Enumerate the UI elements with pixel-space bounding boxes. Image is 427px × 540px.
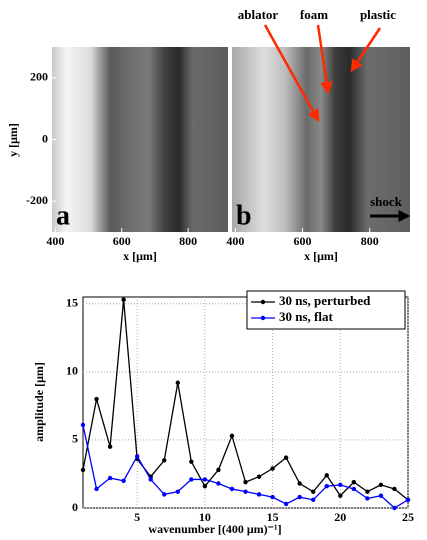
- data-point: [256, 474, 262, 479]
- arrow: [263, 24, 320, 123]
- data-point: [80, 422, 86, 428]
- data-point: [378, 493, 384, 498]
- legend-marker: [260, 315, 266, 321]
- x-tick-label: 10: [199, 510, 211, 524]
- data-point: [202, 477, 208, 482]
- data-point: [270, 494, 275, 500]
- data-point: [121, 478, 126, 483]
- data-point: [297, 481, 302, 486]
- annotation: ablator: [238, 7, 279, 22]
- data-point: [365, 489, 370, 494]
- data-point: [216, 467, 221, 473]
- data-point: [148, 477, 153, 482]
- data-point: [392, 486, 397, 492]
- y-axis-label: y [μm]: [6, 123, 20, 157]
- data-point: [297, 494, 302, 500]
- arrow: [316, 24, 333, 95]
- data-point: [256, 492, 262, 497]
- data-point: [351, 486, 357, 492]
- annotation: foam: [300, 7, 328, 22]
- data-point: [162, 492, 167, 497]
- data-point: [405, 497, 411, 503]
- x-tick-label: 5: [134, 510, 140, 524]
- data-point: [378, 482, 384, 488]
- y-tick-label: 200: [30, 70, 48, 84]
- data-point: [229, 486, 235, 492]
- y-axis-label: amplitude [μm]: [32, 362, 46, 442]
- x-tick-label: 20: [334, 510, 346, 524]
- panel-label: a: [56, 200, 70, 231]
- data-point: [121, 297, 126, 302]
- data-point: [311, 497, 316, 503]
- data-point: [229, 433, 235, 439]
- data-point: [351, 479, 357, 485]
- y-tick-label: -200: [26, 193, 48, 207]
- annotation: shock: [370, 194, 403, 209]
- data-point: [365, 496, 370, 501]
- data-point: [175, 489, 180, 494]
- data-point: [338, 493, 343, 498]
- legend-label: 30 ns, perturbed: [279, 293, 371, 308]
- image-b: [232, 47, 410, 232]
- data-point: [162, 458, 167, 463]
- data-point: [94, 396, 99, 402]
- y-tick-label: 15: [66, 296, 78, 310]
- data-point: [338, 482, 343, 488]
- data-point: [216, 481, 221, 486]
- panel-label: b: [236, 200, 252, 231]
- x-tick-label: 800: [361, 234, 379, 248]
- data-point: [134, 454, 140, 459]
- x-tick-label: 600: [294, 234, 312, 248]
- y-tick-label: 0: [42, 131, 48, 145]
- x-axis-label: x [μm]: [123, 249, 157, 263]
- data-point: [80, 467, 86, 473]
- y-tick-label: 5: [72, 432, 78, 446]
- data-point: [107, 475, 113, 481]
- data-point: [324, 473, 329, 478]
- data-point: [189, 459, 194, 464]
- data-point: [107, 444, 113, 449]
- data-point: [283, 455, 289, 460]
- data-point: [283, 501, 289, 507]
- data-point: [243, 479, 248, 485]
- x-axis-label: x [μm]: [304, 249, 338, 263]
- x-tick-label: 400: [46, 234, 64, 248]
- x-tick-label: 400: [226, 234, 244, 248]
- arrow: [350, 27, 382, 73]
- data-point: [311, 489, 316, 494]
- x-tick-label: 15: [267, 510, 279, 524]
- legend-label: 30 ns, flat: [279, 309, 333, 324]
- x-axis-label: wavenumber [(400 μm)⁻¹]: [148, 522, 281, 536]
- data-point: [202, 484, 208, 489]
- data-point: [243, 489, 248, 494]
- annotation: plastic: [360, 7, 396, 22]
- data-point: [189, 477, 194, 482]
- data-point: [175, 380, 180, 385]
- legend-box: [246, 290, 406, 330]
- data-point: [270, 466, 275, 471]
- x-tick-label: 600: [113, 234, 131, 248]
- data-point: [392, 505, 397, 511]
- x-tick-label: 25: [402, 510, 414, 524]
- image-a: [52, 47, 228, 232]
- data-point: [324, 484, 329, 489]
- data-point: [94, 486, 99, 492]
- x-tick-label: 800: [179, 234, 197, 248]
- y-tick-label: 10: [66, 364, 78, 378]
- y-tick-label: 0: [72, 500, 78, 514]
- legend-marker: [260, 299, 266, 305]
